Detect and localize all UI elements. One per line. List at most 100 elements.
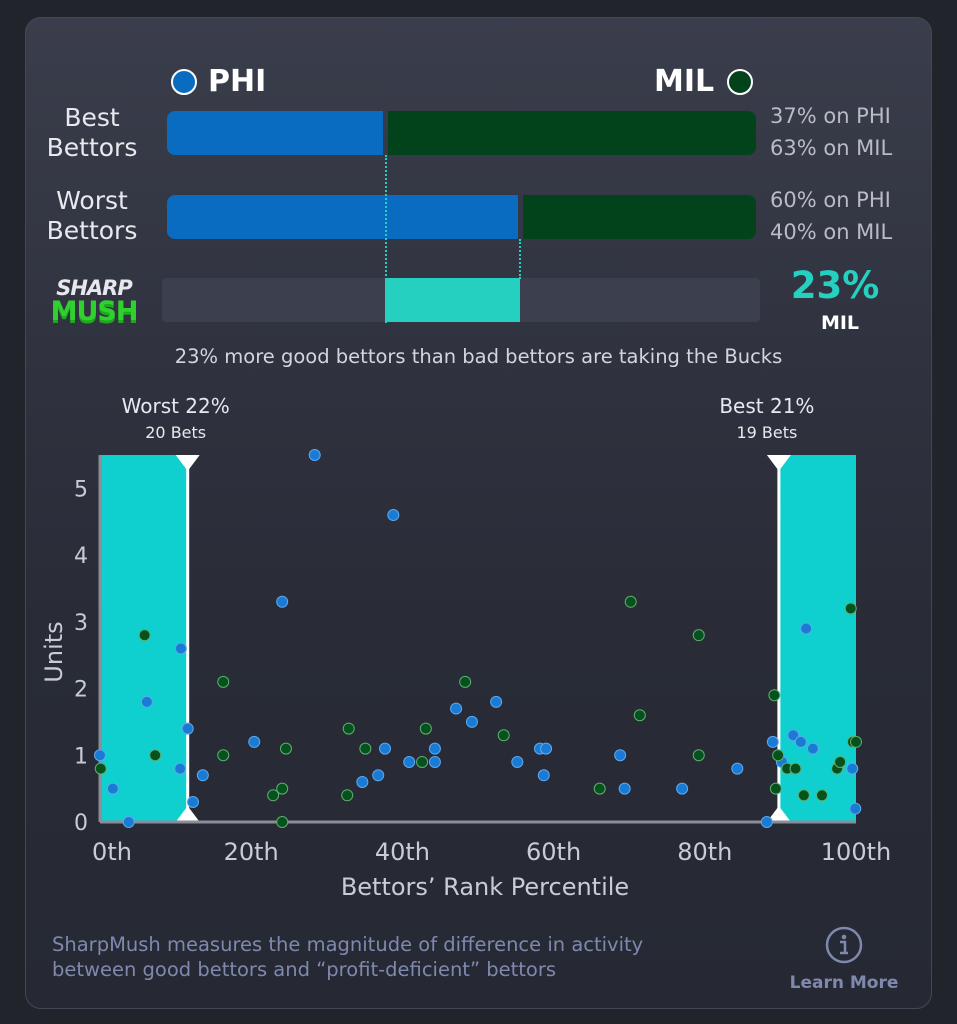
data-point-phi <box>122 816 135 828</box>
best-pct-text: 37% on PHI 63% on MIL <box>770 100 910 164</box>
x-tick-label: 60th <box>526 838 581 866</box>
logo-line: SHARP <box>56 276 133 300</box>
mil-segment <box>388 111 756 155</box>
data-point-phi <box>846 762 859 775</box>
band-title: Worst 22% <box>122 394 230 418</box>
data-point-mil <box>149 749 162 762</box>
data-point-mil <box>624 595 637 608</box>
data-point-mil <box>279 742 292 755</box>
logo-line: MUSH <box>50 296 139 327</box>
data-point-phi <box>181 722 194 735</box>
data-point-mil <box>797 789 810 802</box>
learn-more-label: Learn More <box>789 973 899 993</box>
data-point-mil <box>217 749 230 762</box>
best-phi-pct: 37% on PHI <box>770 104 891 128</box>
phi-segment <box>167 111 383 155</box>
data-point-phi <box>308 449 321 461</box>
data-point-phi <box>428 755 441 768</box>
band-handle-bottom <box>766 806 791 822</box>
data-point-mil <box>342 722 355 735</box>
label-line: Worst <box>56 186 128 215</box>
data-point-phi <box>731 762 744 775</box>
data-point-phi <box>511 755 524 768</box>
worst-phi-pct: 60% on PHI <box>770 188 891 212</box>
sharp-value: 23% <box>790 264 880 307</box>
data-point-mil <box>416 755 429 768</box>
data-point-mil <box>772 749 785 762</box>
footer-line: SharpMush measures the magnitude of diff… <box>52 933 644 956</box>
data-point-mil <box>815 789 828 802</box>
mil-color-dot <box>727 69 753 95</box>
data-point-phi <box>140 695 153 708</box>
data-point-mil <box>769 782 782 795</box>
band-handle-top <box>175 455 200 471</box>
data-point-phi <box>428 742 441 755</box>
summary-caption: 23% more good bettors than bad bettors a… <box>174 345 783 368</box>
data-point-phi <box>800 622 813 635</box>
band-handle-bottom <box>175 806 200 822</box>
data-point-mil <box>276 816 289 828</box>
band-title: Best 21% <box>719 394 814 418</box>
data-point-phi <box>387 509 400 522</box>
data-point-mil <box>834 755 847 768</box>
data-point-phi <box>614 749 627 762</box>
data-point-mil <box>341 789 354 802</box>
data-point-mil <box>633 709 646 722</box>
data-point-phi <box>806 742 819 755</box>
footer-line: between good bettors and “profit-deficie… <box>52 958 557 981</box>
data-point-phi <box>372 769 385 782</box>
label-line: Bettors <box>46 133 138 162</box>
data-point-mil <box>419 722 432 735</box>
label-line: Bettors <box>46 216 138 245</box>
learn-more-button[interactable]: Learn More <box>784 925 904 993</box>
best-mil-pct: 63% on MIL <box>770 136 893 160</box>
data-point-mil <box>850 735 862 748</box>
y-axis-title: Units <box>40 621 68 682</box>
y-tick-label: 3 <box>74 611 88 636</box>
worst-pct-text: 60% on PHI 40% on MIL <box>770 184 910 248</box>
phi-segment <box>167 195 518 239</box>
data-point-mil <box>276 782 289 795</box>
data-point-phi <box>618 782 631 795</box>
y-tick-label: 0 <box>74 811 88 836</box>
data-point-phi <box>174 762 187 775</box>
data-point-mil <box>217 675 230 688</box>
data-point-phi <box>540 742 553 755</box>
sharpmush-logo: SHARP MUSH <box>34 276 154 327</box>
data-point-mil <box>593 782 606 795</box>
x-axis-title: Bettors’ Rank Percentile <box>341 873 629 901</box>
best-bettors-bar <box>167 111 756 155</box>
team-right: MIL <box>654 64 715 99</box>
data-point-phi <box>403 755 416 768</box>
best-split-guide <box>385 155 387 323</box>
y-tick-label: 2 <box>74 678 88 703</box>
data-point-phi <box>450 702 463 715</box>
data-point-mil <box>459 675 472 688</box>
data-point-mil <box>138 629 151 642</box>
team-left: PHI <box>208 64 267 99</box>
data-point-phi <box>94 749 106 762</box>
data-point-mil <box>789 762 802 775</box>
band-subtitle: 19 Bets <box>736 423 797 442</box>
data-point-phi <box>196 769 209 782</box>
data-point-phi <box>356 775 369 788</box>
sharp-diff-fill <box>385 278 520 322</box>
x-tick-label: 80th <box>677 838 732 866</box>
data-point-phi <box>794 735 807 748</box>
phi-color-dot <box>171 69 197 95</box>
data-point-phi <box>849 802 862 815</box>
band-subtitle: 20 Bets <box>145 423 206 442</box>
data-point-phi <box>760 816 773 828</box>
data-point-mil <box>497 729 510 742</box>
data-point-phi <box>248 735 261 748</box>
data-point-phi <box>186 795 199 808</box>
data-point-phi <box>379 742 392 755</box>
footer-description: SharpMush measures the magnitude of diff… <box>52 932 643 982</box>
worst-bettors-bar <box>167 195 756 239</box>
data-point-mil <box>359 742 372 755</box>
x-tick-label: 40th <box>375 838 430 866</box>
data-point-mil <box>267 789 280 802</box>
x-tick-label: 20th <box>224 838 279 866</box>
data-point-phi <box>174 642 187 655</box>
band-handle-top <box>766 455 791 471</box>
